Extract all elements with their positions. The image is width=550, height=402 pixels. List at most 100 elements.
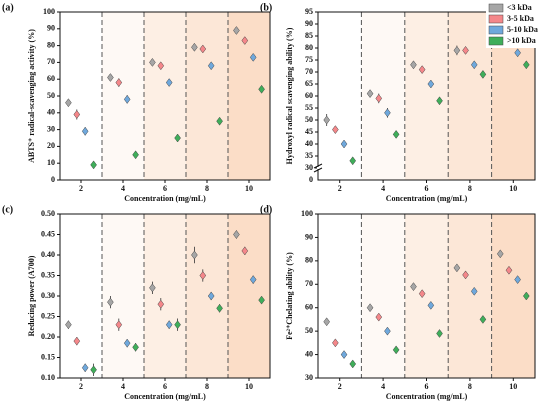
x-tick-label: 4 bbox=[381, 184, 385, 193]
y-tick-label: 50 bbox=[47, 91, 55, 100]
y-tick-label: 45 bbox=[305, 127, 313, 136]
x-tick-label: 2 bbox=[79, 382, 83, 391]
marker bbox=[123, 94, 131, 104]
marker bbox=[199, 44, 207, 54]
y-tick-label: 30 bbox=[305, 373, 313, 382]
x-tick-label: 2 bbox=[79, 184, 83, 193]
band-shade bbox=[186, 214, 228, 378]
marker bbox=[427, 300, 435, 310]
marker bbox=[165, 78, 173, 87]
x-tick-label: 2 bbox=[338, 184, 342, 193]
marker bbox=[157, 61, 165, 71]
x-tick-label: 6 bbox=[163, 184, 167, 193]
marker bbox=[418, 289, 426, 299]
y-tick-label: 35 bbox=[305, 151, 313, 160]
y-tick-label: 90 bbox=[305, 19, 313, 28]
y-tick-label: 90 bbox=[47, 24, 55, 33]
band-shade bbox=[144, 12, 186, 180]
y-tick-label: 0 bbox=[309, 175, 313, 184]
y-tick-label: 95 bbox=[305, 7, 313, 16]
legend-swatch bbox=[488, 3, 504, 13]
y-tick-label: 30 bbox=[47, 124, 55, 133]
band-shade bbox=[102, 12, 144, 180]
marker bbox=[410, 60, 417, 70]
axis-break bbox=[313, 163, 323, 169]
x-tick-label: 6 bbox=[163, 382, 167, 391]
marker bbox=[340, 139, 348, 149]
y-tick-label: 70 bbox=[305, 67, 313, 76]
y-tick-label: 0.50 bbox=[41, 209, 55, 218]
marker bbox=[207, 291, 215, 301]
y-tick-label: 40 bbox=[305, 139, 313, 148]
marker bbox=[523, 60, 530, 70]
y-tick-label: 0.25 bbox=[41, 311, 55, 320]
legend-label: >10 kDa bbox=[507, 36, 536, 45]
marker bbox=[418, 65, 426, 75]
y-tick-label: 10 bbox=[47, 158, 55, 167]
marker bbox=[165, 320, 173, 330]
marker bbox=[233, 26, 240, 35]
marker bbox=[496, 249, 504, 259]
y-axis-label: ABTS⁺ radical-scavenging activity (%) bbox=[27, 29, 36, 163]
x-axis-label: Concentration (mg/mL) bbox=[124, 194, 206, 203]
y-tick-label: 0.10 bbox=[41, 373, 55, 382]
marker bbox=[258, 84, 265, 94]
marker bbox=[323, 317, 330, 327]
y-tick-label: 0.30 bbox=[41, 291, 55, 300]
marker bbox=[249, 275, 257, 285]
y-axis-label: Fe²⁺Chelating ability (%) bbox=[285, 252, 294, 340]
marker bbox=[514, 48, 521, 58]
y-tick-label: 70 bbox=[47, 57, 55, 66]
plot-frame bbox=[317, 213, 536, 379]
legend-label: 5-10 kDa bbox=[507, 25, 538, 34]
y-tick-label: 0.35 bbox=[41, 270, 55, 279]
y-tick-label: 50 bbox=[305, 326, 313, 335]
band-shade bbox=[404, 12, 449, 180]
y-axis-label: Hydroxyl radical scavenging ability (%) bbox=[285, 27, 294, 164]
band-shade bbox=[318, 12, 361, 180]
panel-title: (a) bbox=[2, 2, 14, 13]
marker bbox=[207, 61, 215, 71]
marker bbox=[427, 79, 435, 89]
marker bbox=[366, 89, 374, 99]
marker bbox=[349, 359, 357, 369]
band-shade bbox=[186, 12, 228, 180]
band-shade bbox=[361, 214, 405, 378]
y-tick-label: 70 bbox=[305, 279, 313, 288]
marker bbox=[453, 263, 461, 273]
marker bbox=[216, 116, 223, 126]
y-tick-label: 90 bbox=[305, 232, 313, 241]
y-tick-label: 100 bbox=[301, 209, 313, 218]
panel-title: (b) bbox=[260, 2, 272, 13]
marker bbox=[340, 350, 348, 359]
x-tick-label: 2 bbox=[338, 382, 342, 391]
marker bbox=[332, 125, 339, 135]
y-tick-label: 100 bbox=[43, 7, 55, 16]
legend-swatch bbox=[488, 14, 504, 24]
marker bbox=[392, 345, 400, 355]
y-tick-label: 60 bbox=[305, 303, 313, 312]
y-tick-label: 60 bbox=[47, 74, 55, 83]
marker bbox=[90, 160, 97, 170]
marker bbox=[392, 129, 400, 139]
band-shade bbox=[102, 214, 144, 378]
band-shade bbox=[404, 214, 449, 378]
marker bbox=[332, 338, 339, 348]
marker bbox=[132, 150, 139, 160]
band-shade bbox=[60, 12, 102, 180]
x-tick-label: 8 bbox=[468, 184, 472, 193]
axis-break bbox=[313, 167, 323, 173]
legend-label: <3 kDa bbox=[507, 3, 532, 12]
marker bbox=[323, 115, 330, 125]
marker bbox=[453, 45, 461, 55]
marker bbox=[191, 42, 198, 52]
marker bbox=[65, 320, 72, 330]
x-axis-label: Concentration (mg/mL) bbox=[386, 392, 468, 401]
x-tick-label: 8 bbox=[468, 382, 472, 391]
x-axis-label: Concentration (mg/mL) bbox=[124, 392, 206, 401]
y-tick-label: 80 bbox=[305, 256, 313, 265]
axis-break-gap bbox=[317, 167, 319, 169]
marker bbox=[174, 320, 181, 330]
y-tick-label: 0.45 bbox=[41, 229, 55, 238]
